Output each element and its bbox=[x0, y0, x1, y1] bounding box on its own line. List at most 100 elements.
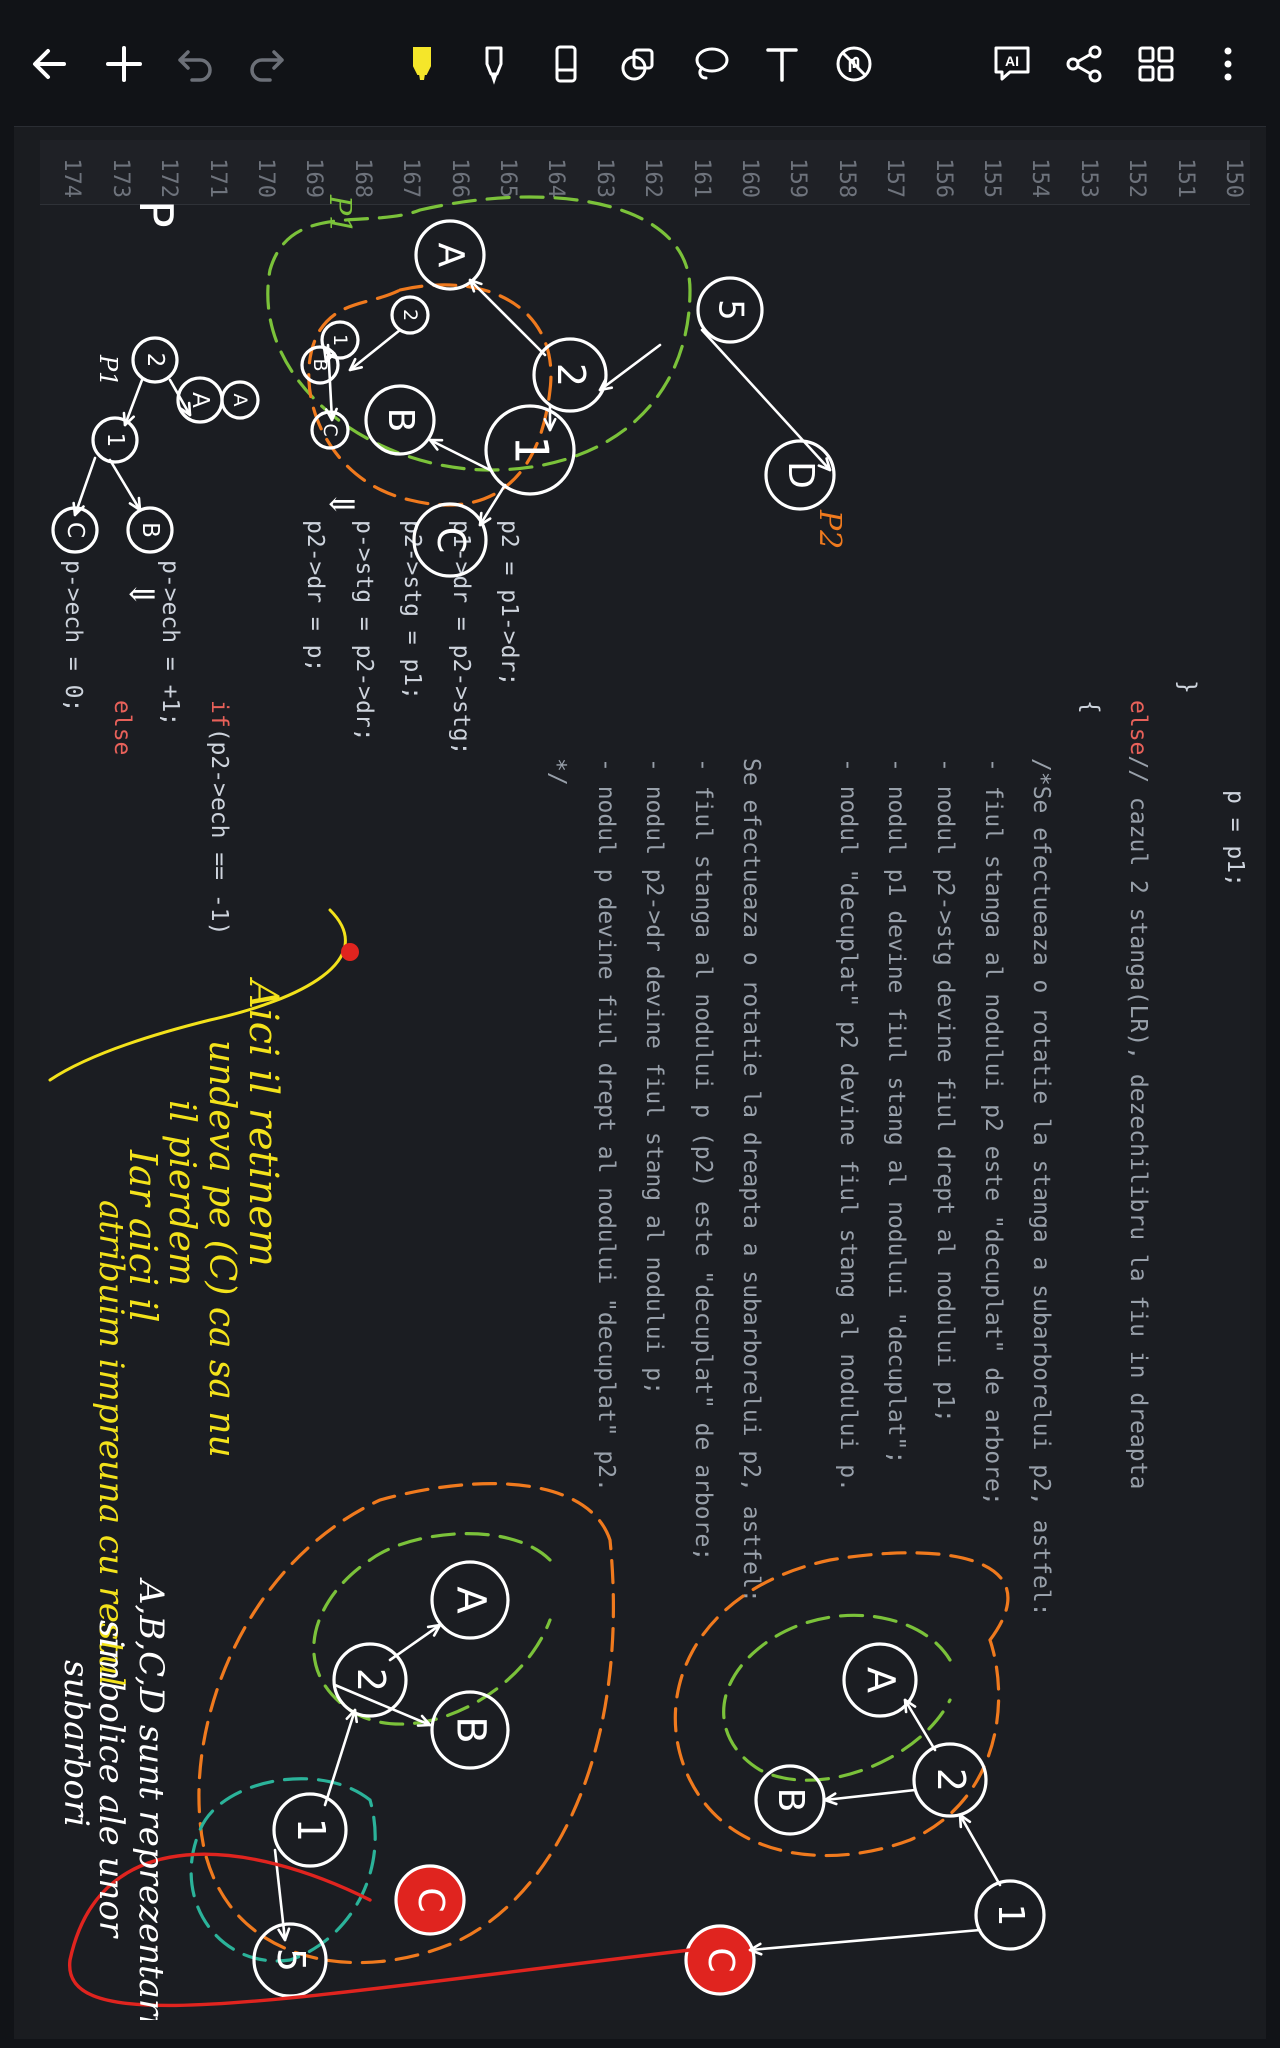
tree-edge bbox=[123, 378, 144, 427]
tree-node bbox=[300, 345, 340, 385]
edge-arrowhead bbox=[72, 501, 85, 517]
share-icon[interactable] bbox=[1048, 28, 1120, 100]
edge-arrowhead bbox=[478, 511, 492, 527]
node-label: A bbox=[447, 1586, 493, 1614]
eraser-icon[interactable] bbox=[530, 28, 602, 100]
edge-arrowhead bbox=[817, 457, 832, 472]
no-touch-icon[interactable] bbox=[818, 28, 890, 100]
lasso-icon[interactable] bbox=[674, 28, 746, 100]
tree-node bbox=[91, 416, 139, 464]
node-label: A bbox=[187, 392, 213, 408]
tree-node bbox=[272, 1792, 348, 1868]
white-note-line-1: A,B,C,D sunt reprezentarii bbox=[131, 1577, 171, 2020]
node-label: D bbox=[780, 461, 821, 489]
tree-node bbox=[364, 384, 436, 456]
back-icon[interactable] bbox=[14, 28, 86, 100]
tree-edge bbox=[748, 1928, 982, 1952]
add-icon[interactable] bbox=[88, 28, 160, 100]
red-dot-marker bbox=[341, 943, 359, 961]
subtree-p2-outline-2 bbox=[673, 1551, 1010, 1858]
white-note-line-3: subarbori bbox=[56, 1660, 96, 1827]
document-page[interactable]: 150 151 152 153 154 155 156 157 158 159 160 161 162 1… bbox=[40, 140, 1250, 2020]
node-label: 2 bbox=[349, 1668, 393, 1692]
edge-arrowhead bbox=[903, 1698, 917, 1714]
yellow-note-line-1: Aici il retinem bbox=[240, 976, 286, 1267]
node-label: C bbox=[700, 1947, 741, 1972]
node-highlight bbox=[396, 1866, 464, 1934]
tree-node bbox=[332, 1642, 408, 1718]
node-label: C bbox=[429, 527, 473, 554]
node-label: 2 bbox=[929, 1768, 973, 1792]
tree-node bbox=[412, 502, 488, 578]
more-icon[interactable] bbox=[1192, 28, 1264, 100]
tree-node bbox=[310, 410, 350, 450]
edge-arrowhead bbox=[426, 1623, 442, 1637]
edge-arrowhead bbox=[178, 401, 192, 417]
undo-icon[interactable] bbox=[160, 28, 232, 100]
tree-node bbox=[430, 1690, 510, 1770]
subtree-p2-outline-3 bbox=[197, 1482, 615, 1965]
subtree-p1-outline-2 bbox=[722, 1613, 952, 1782]
pointer-label-p: P bbox=[129, 200, 183, 228]
yellow-callout-line bbox=[48, 908, 347, 1082]
yellow-note-2-line-1: Iar aici il bbox=[121, 1149, 165, 1323]
tree-edge bbox=[958, 1813, 1002, 1887]
tree-edge bbox=[478, 483, 507, 527]
tree-node bbox=[131, 336, 179, 384]
node-label: A bbox=[229, 394, 251, 407]
tree-node bbox=[532, 337, 608, 413]
node-label: 1 bbox=[990, 1904, 1031, 1927]
shapes-icon[interactable] bbox=[602, 28, 674, 100]
white-note-line-2: simbolice ale unor bbox=[91, 1620, 131, 1939]
tree-edge bbox=[168, 378, 192, 417]
edge-arrowhead bbox=[428, 438, 444, 451]
grid-view-icon[interactable] bbox=[1120, 28, 1192, 100]
tree-edge bbox=[73, 456, 97, 517]
subtree-p2-outline bbox=[307, 283, 553, 507]
node-highlight bbox=[686, 1926, 754, 1994]
edge-arrowhead bbox=[324, 407, 338, 422]
node-label: 1 bbox=[289, 1818, 333, 1842]
node-label: 1 bbox=[102, 433, 128, 448]
tree-edge bbox=[823, 1788, 917, 1802]
tree-node bbox=[912, 1742, 988, 1818]
text-icon[interactable] bbox=[746, 28, 818, 100]
pointer-label-p1-small: P1 bbox=[94, 354, 122, 386]
tree-node bbox=[684, 1924, 756, 1996]
node-label: C bbox=[62, 522, 88, 538]
node-label: B bbox=[447, 1716, 493, 1743]
tree-edge bbox=[108, 458, 142, 512]
tree-edge bbox=[700, 328, 832, 472]
node-label: B bbox=[137, 522, 163, 538]
subtree-p-outline-3 bbox=[189, 1777, 377, 1963]
tree-edge bbox=[468, 278, 547, 357]
ai-icon[interactable]: AI bbox=[976, 28, 1048, 100]
pointer-label-p1: P1 bbox=[322, 194, 357, 234]
arrow-down-symbol: ⇓ bbox=[321, 490, 361, 519]
pen-icon[interactable] bbox=[458, 28, 530, 100]
tree-node bbox=[252, 1922, 328, 1998]
edge-arrowhead bbox=[598, 378, 614, 392]
highlighter-icon[interactable] bbox=[386, 28, 458, 100]
edge-arrowhead bbox=[958, 1813, 972, 1829]
tree-edge bbox=[348, 328, 402, 372]
tree-edge bbox=[323, 1708, 357, 1807]
tree-edge bbox=[333, 1683, 432, 1727]
redo-icon[interactable] bbox=[230, 28, 302, 100]
subtree-p1-outline-3 bbox=[312, 1532, 552, 1726]
handwritten-ink-layer: 5 A 2 D B 1 C P P1 P2 2 1 B C A ⇓ A 2 1 B C P1 ⇓ A 2 B 1 C A 2 B 1 C 5 Aic… bbox=[48, 194, 1046, 2020]
edge-arrowhead bbox=[277, 1927, 291, 1942]
tree-node bbox=[842, 1642, 918, 1718]
arrow-down-symbol: ⇓ bbox=[121, 580, 161, 609]
edge-arrowhead bbox=[416, 1714, 432, 1727]
tree-edge bbox=[428, 438, 492, 472]
node-label: 2 bbox=[399, 309, 421, 321]
subtree-p1-outline bbox=[266, 195, 692, 472]
edge-arrowhead bbox=[748, 1942, 763, 1956]
yellow-note-line-3: il pierdem bbox=[161, 1100, 202, 1286]
ai-label: AI bbox=[1005, 53, 1019, 69]
edge-arrowhead bbox=[345, 1708, 359, 1724]
node-label: A bbox=[430, 243, 471, 268]
toolbar: AI bbox=[0, 0, 1280, 126]
edge-arrowhead bbox=[468, 278, 483, 293]
